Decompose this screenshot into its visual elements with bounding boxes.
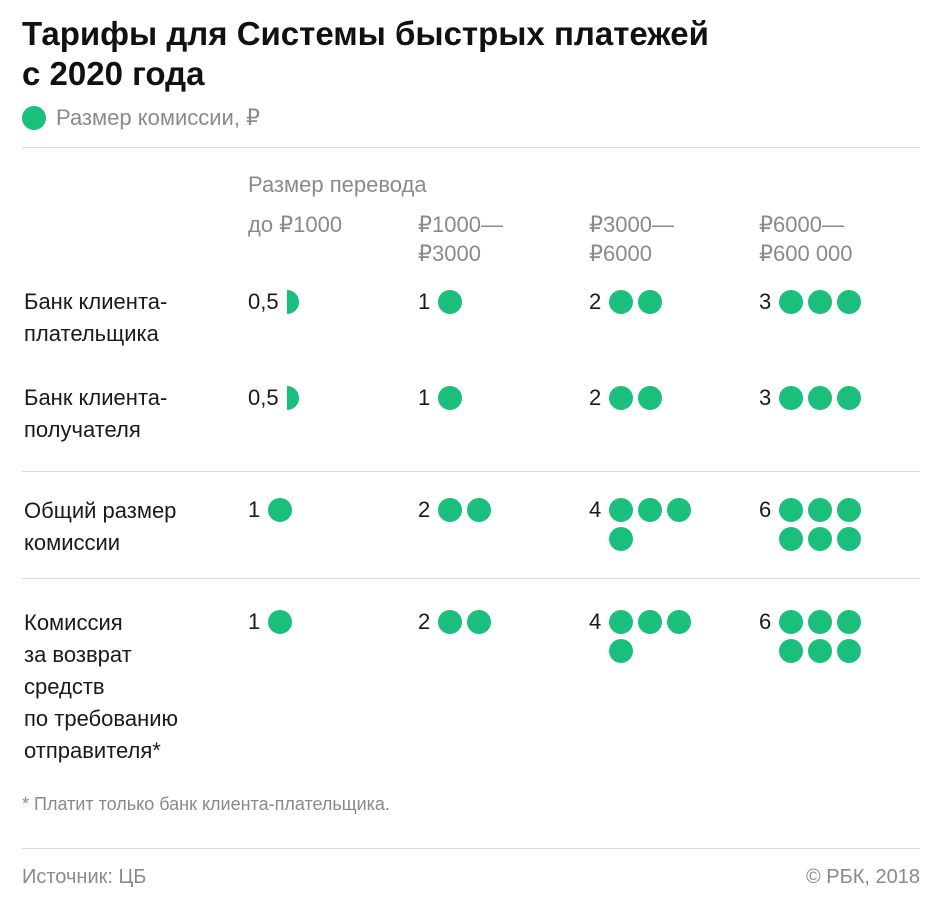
green-circle-icon bbox=[467, 498, 491, 522]
cell-value: 4 bbox=[589, 609, 602, 634]
row-label-refund-fee-line-3: средств bbox=[24, 674, 105, 699]
green-circle-icon bbox=[808, 639, 832, 663]
divider-2 bbox=[22, 578, 920, 579]
green-circle-icon bbox=[808, 527, 832, 551]
row-label-refund-fee-line-5: отправителя* bbox=[24, 738, 161, 763]
column-header-2-line-2: ₽3000 bbox=[418, 241, 481, 266]
column-group-label: Размер перевода bbox=[248, 172, 427, 197]
footnote: * Платит только банк клиента-плательщика… bbox=[22, 794, 390, 814]
green-circle-icon bbox=[22, 106, 46, 130]
cell-value: 0,5 bbox=[248, 289, 279, 314]
row-label-recipient-bank: Банк клиента- получателя bbox=[24, 382, 167, 446]
green-circle-icon bbox=[638, 610, 662, 634]
row-label-refund-fee-line-2: за возврат bbox=[24, 642, 132, 667]
row-label-total-fee-line-2: комиссии bbox=[24, 530, 121, 555]
green-circle-icon bbox=[837, 639, 861, 663]
column-header-3: ₽3000— ₽6000 bbox=[589, 210, 674, 268]
green-circle-icon bbox=[438, 498, 462, 522]
column-header-1: до ₽1000 bbox=[248, 210, 342, 239]
half-circle-icon bbox=[287, 290, 299, 314]
source-note: Источник: ЦБ bbox=[22, 866, 147, 888]
column-header-4: ₽6000— ₽600 000 bbox=[759, 210, 853, 268]
half-circle-icon bbox=[287, 386, 299, 410]
green-circle-icon bbox=[779, 386, 803, 410]
green-circle-icon bbox=[609, 639, 633, 663]
column-header-3-line-1: ₽3000— bbox=[589, 212, 674, 237]
cell-value: 1 bbox=[248, 609, 261, 634]
green-circle-icon bbox=[609, 386, 633, 410]
cell-value: 1 bbox=[418, 289, 431, 314]
green-circle-icon bbox=[667, 498, 691, 522]
cell-value: 2 bbox=[589, 385, 602, 410]
green-circle-icon bbox=[808, 386, 832, 410]
cell-value: 0,5 bbox=[248, 385, 279, 410]
green-circle-icon bbox=[638, 498, 662, 522]
green-circle-icon bbox=[779, 639, 803, 663]
row-label-recipient-bank-line-2: получателя bbox=[24, 417, 141, 442]
cell-value: 3 bbox=[759, 289, 772, 314]
chart-title-line-2: с 2020 года bbox=[22, 55, 205, 92]
divider-bottom bbox=[22, 848, 920, 849]
cell-value: 6 bbox=[759, 609, 772, 634]
chart-title: Тарифы для Системы быстрых платежей с 20… bbox=[22, 14, 922, 94]
credit-note: © РБК, 2018 bbox=[805, 866, 920, 888]
column-header-4-line-1: ₽6000— bbox=[759, 212, 844, 237]
cell-value: 3 bbox=[759, 385, 772, 410]
green-circle-icon bbox=[609, 290, 633, 314]
green-circle-icon bbox=[609, 527, 633, 551]
chart-title-line-1: Тарифы для Системы быстрых платежей bbox=[22, 15, 709, 52]
green-circle-icon bbox=[808, 610, 832, 634]
legend: Размер комиссии, ₽ bbox=[22, 104, 260, 132]
legend-label: Размер комиссии, ₽ bbox=[56, 105, 261, 130]
row-label-total-fee-line-1: Общий размер bbox=[24, 498, 177, 523]
row-label-refund-fee: Комиссия за возврат средств по требовани… bbox=[24, 607, 178, 767]
row-label-recipient-bank-line-1: Банк клиента- bbox=[24, 385, 168, 410]
green-circle-icon bbox=[808, 290, 832, 314]
column-header-2-line-1: ₽1000— bbox=[418, 212, 503, 237]
green-circle-icon bbox=[638, 386, 662, 410]
green-circle-icon bbox=[779, 610, 803, 634]
green-circle-icon bbox=[438, 386, 462, 410]
green-circle-icon bbox=[609, 610, 633, 634]
column-header-3-line-2: ₽6000 bbox=[589, 241, 652, 266]
divider-top bbox=[22, 147, 920, 148]
row-label-payer-bank-line-1: Банк клиента- bbox=[24, 289, 168, 314]
row-label-payer-bank: Банк клиента- плательщика bbox=[24, 286, 167, 350]
green-circle-icon bbox=[268, 498, 292, 522]
green-circle-icon bbox=[837, 290, 861, 314]
green-circle-icon bbox=[837, 498, 861, 522]
green-circle-icon bbox=[438, 290, 462, 314]
cell-value: 6 bbox=[759, 497, 772, 522]
green-circle-icon bbox=[837, 386, 861, 410]
green-circle-icon bbox=[667, 610, 691, 634]
cell-value: 1 bbox=[418, 385, 431, 410]
row-label-payer-bank-line-2: плательщика bbox=[24, 321, 159, 346]
row-label-total-fee: Общий размер комиссии bbox=[24, 495, 176, 559]
green-circle-icon bbox=[638, 290, 662, 314]
divider-1 bbox=[22, 471, 920, 472]
green-circle-icon bbox=[779, 527, 803, 551]
cell-value: 4 bbox=[589, 497, 602, 522]
green-circle-icon bbox=[779, 290, 803, 314]
column-header-1-line-1: до ₽1000 bbox=[248, 212, 343, 237]
green-circle-icon bbox=[268, 610, 292, 634]
green-circle-icon bbox=[609, 498, 633, 522]
green-circle-icon bbox=[438, 610, 462, 634]
green-circle-icon bbox=[808, 498, 832, 522]
green-circle-icon bbox=[779, 498, 803, 522]
green-circle-icon bbox=[837, 527, 861, 551]
row-label-refund-fee-line-4: по требованию bbox=[24, 706, 179, 731]
column-header-2: ₽1000— ₽3000 bbox=[418, 210, 503, 268]
green-circle-icon bbox=[837, 610, 861, 634]
cell-value: 2 bbox=[589, 289, 602, 314]
green-circle-icon bbox=[467, 610, 491, 634]
cell-value: 2 bbox=[418, 609, 431, 634]
cell-value: 2 bbox=[418, 497, 431, 522]
cell-value: 1 bbox=[248, 497, 261, 522]
row-label-refund-fee-line-1: Комиссия bbox=[24, 610, 123, 635]
column-header-4-line-2: ₽600 000 bbox=[759, 241, 853, 266]
